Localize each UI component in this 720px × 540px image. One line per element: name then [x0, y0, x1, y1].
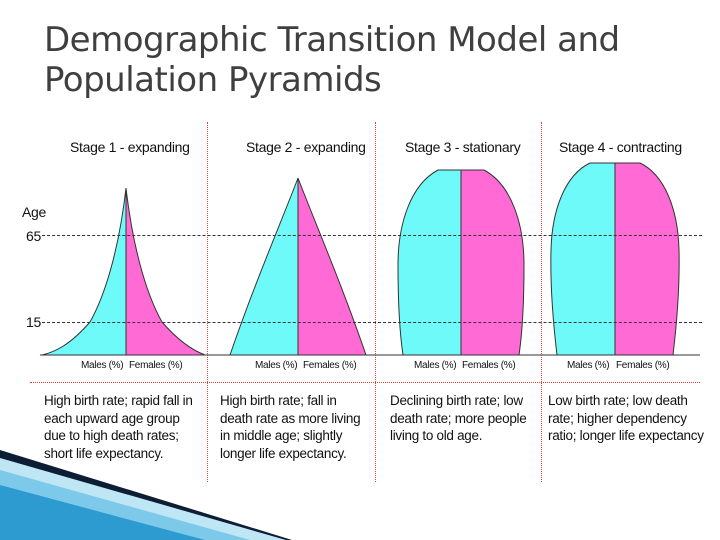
stage-3-females-area: [460, 169, 525, 356]
slide-title: Demographic Transition Model and Populat…: [44, 20, 704, 100]
pyramid-stage-2: [229, 177, 367, 356]
title-line-2: Population Pyramids: [44, 60, 382, 100]
stage-divider-3: [541, 122, 542, 482]
pyramid-stage-4: [550, 162, 680, 356]
stage-4-females-area: [614, 162, 680, 356]
stage-2-males-area: [229, 177, 299, 356]
pyramid-stage-3: [397, 169, 525, 356]
stage-1-females-caption: Females (%): [129, 360, 183, 371]
stage-3-females-caption: Females (%): [462, 360, 516, 371]
description-divider: [30, 382, 700, 383]
stage-4-title: Stage 4 - contracting: [559, 139, 682, 155]
stage-2-description: High birth rate; fall in death rate as m…: [220, 393, 361, 461]
stage-2-females-area: [297, 177, 367, 356]
stage-3-males-area: [397, 169, 462, 356]
stage-2-males-caption: Males (%): [255, 360, 298, 371]
stage-3-title: Stage 3 - stationary: [405, 139, 521, 155]
age-axis-label: Age: [22, 204, 47, 220]
stage-2-females-caption: Females (%): [303, 360, 357, 371]
age-line-15: [42, 322, 702, 323]
stage-4-description: Low birth rate; low death rate; higher d…: [548, 393, 704, 443]
stage-1-males-area: [41, 187, 127, 356]
stage-divider-2: [375, 122, 376, 482]
age-tick-15: 15: [26, 314, 41, 330]
stage-4-females-caption: Females (%): [616, 360, 670, 371]
age-tick-65: 65: [26, 228, 41, 244]
stage-1-males-caption: Males (%): [81, 360, 124, 371]
stage-4-males-caption: Males (%): [567, 360, 610, 371]
stage-divider-1: [207, 122, 208, 482]
stage-3-males-caption: Males (%): [414, 360, 457, 371]
stage-4-males-area: [550, 162, 616, 356]
age-line-65: [42, 235, 702, 236]
stage-1-description: High birth rate; rapid fall in each upwa…: [44, 393, 193, 461]
stage-1-title: Stage 1 - expanding: [70, 139, 190, 155]
stage-2-title: Stage 2 - expanding: [246, 139, 366, 155]
stage-1-females-area: [125, 187, 206, 356]
title-line-1: Demographic Transition Model and: [44, 20, 620, 60]
stage-3-description: Declining birth rate; low death rate; mo…: [390, 393, 527, 443]
pyramid-stage-1: [41, 187, 206, 356]
